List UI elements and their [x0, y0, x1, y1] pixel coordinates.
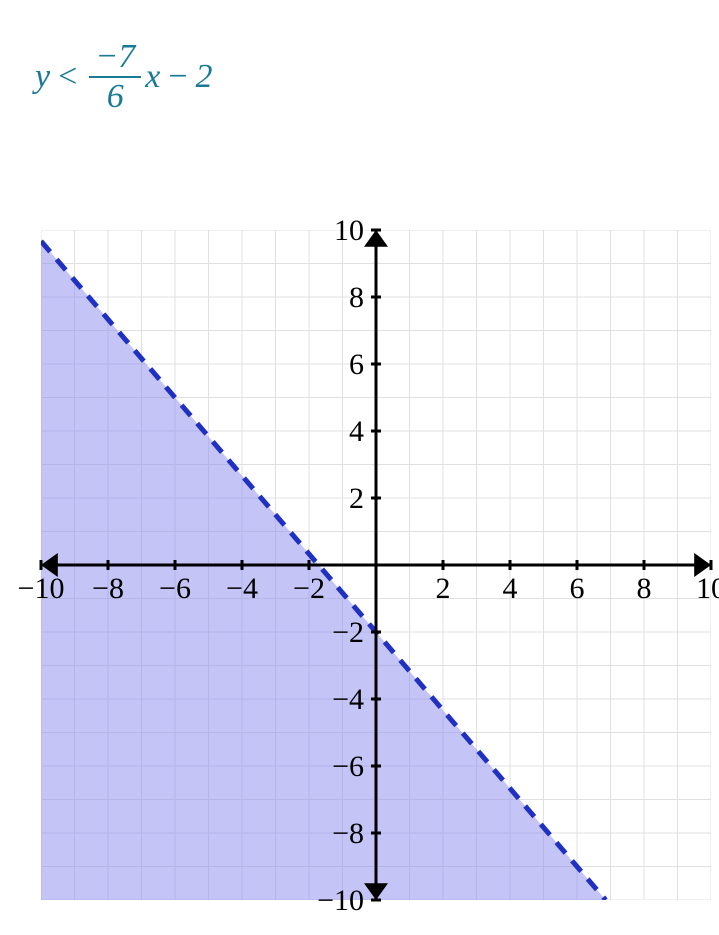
x-tick-label: 4: [503, 572, 518, 605]
y-tick-label: 2: [349, 482, 364, 515]
x-tick-label: 6: [570, 572, 585, 605]
inequality-formula: y < −7 6 x − 2: [35, 40, 213, 114]
x-tick-label: 8: [637, 572, 652, 605]
formula-tail-op: −: [168, 58, 187, 96]
y-tick-label: −8: [332, 817, 364, 850]
x-tick-label: 2: [436, 572, 451, 605]
x-tick-label: 10: [696, 572, 719, 605]
formula-op: <: [58, 58, 77, 96]
formula-denominator: 6: [107, 78, 124, 114]
x-tick-label: −6: [159, 572, 191, 605]
y-tick-label: −6: [332, 750, 364, 783]
x-tick-label: −4: [226, 572, 258, 605]
y-tick-label: −4: [332, 683, 364, 716]
y-tick-label: 8: [349, 281, 364, 314]
chart-container: −10 −8 −6 −4 −2 2 4 6 8 10 −10 −8 −6 −4 −2 2 4 6 8 10: [0, 215, 719, 935]
y-tick-label: −2: [332, 616, 364, 649]
y-tick-label: 10: [334, 215, 364, 247]
x-tick-label: −10: [18, 572, 65, 605]
formula-rhs-var: x: [145, 58, 160, 96]
y-tick-label: −10: [317, 884, 364, 917]
x-tick-label: −2: [293, 572, 325, 605]
formula-fraction: −7 6: [89, 40, 141, 114]
y-tick-label: 6: [349, 348, 364, 381]
formula-numerator: −7: [89, 40, 141, 78]
x-tick-label: −8: [92, 572, 124, 605]
inequality-chart: −10 −8 −6 −4 −2 2 4 6 8 10 −10 −8 −6 −4 −2 2 4 6 8 10: [0, 215, 719, 935]
y-tick-label: 4: [349, 415, 364, 448]
formula-tail-const: 2: [196, 58, 213, 96]
formula-lhs: y: [35, 58, 50, 96]
axis-arrow: [364, 230, 388, 247]
